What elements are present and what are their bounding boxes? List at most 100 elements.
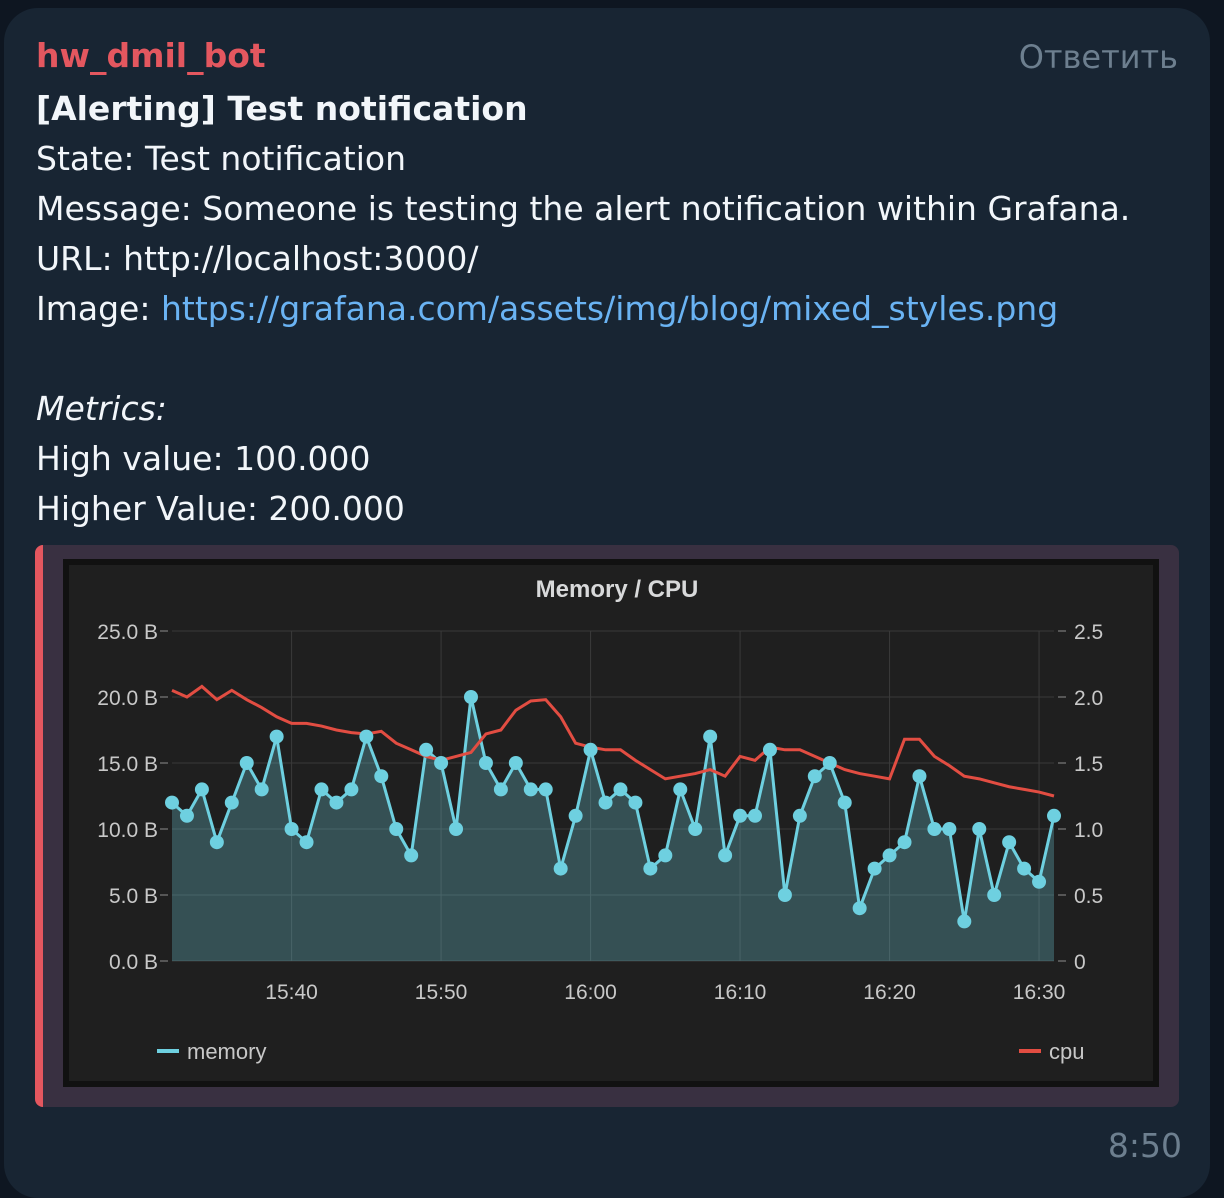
memory-point bbox=[598, 795, 613, 810]
memory-point bbox=[179, 808, 194, 823]
memory-point bbox=[882, 848, 897, 863]
memory-point bbox=[254, 782, 269, 797]
memory-point bbox=[284, 822, 299, 836]
memory-point bbox=[194, 782, 209, 797]
memory-point bbox=[463, 690, 478, 704]
y-right-tick-label: 1.0 bbox=[1074, 819, 1103, 842]
y-right-tick-label: 2.0 bbox=[1074, 687, 1103, 710]
x-tick-label: 16:10 bbox=[714, 981, 767, 1004]
memory-point bbox=[777, 888, 792, 902]
memory-point bbox=[493, 782, 508, 797]
memory-point bbox=[299, 835, 314, 850]
memory-point bbox=[957, 914, 972, 929]
memory-point bbox=[344, 782, 359, 797]
message-text: [Alerting] Test notification State: Test… bbox=[36, 84, 1186, 534]
memory-point bbox=[822, 756, 837, 770]
y-left-tick-label: 0.0 B bbox=[109, 951, 158, 974]
memory-point bbox=[224, 795, 239, 810]
y-right-tick-label: 0.5 bbox=[1074, 885, 1103, 908]
chart-panel: Memory / CPU 0.0 B 0 5.0 B 0.5 10.0 B 1.0 15.0 … bbox=[63, 559, 1159, 1087]
memory-point bbox=[912, 769, 927, 784]
memory-point bbox=[553, 861, 568, 876]
memory-point bbox=[807, 769, 822, 784]
legend-cpu-label: cpu bbox=[1049, 1039, 1084, 1064]
memory-point bbox=[374, 769, 389, 784]
memory-area bbox=[172, 697, 1054, 961]
memory-point bbox=[852, 901, 867, 916]
memory-point bbox=[1017, 861, 1032, 876]
memory-point bbox=[314, 782, 329, 797]
link-preview[interactable]: Memory / CPU 0.0 B 0 5.0 B 0.5 10.0 B 1.0 15.0 … bbox=[35, 545, 1179, 1107]
memory-point bbox=[239, 756, 254, 770]
chart-title: Memory / CPU bbox=[536, 576, 699, 603]
memory-point bbox=[643, 861, 658, 876]
x-tick-label: 15:40 bbox=[265, 981, 318, 1004]
memory-point bbox=[748, 808, 763, 823]
state-line: State: Test notification bbox=[36, 139, 407, 178]
legend-memory-label: memory bbox=[187, 1039, 266, 1064]
y-right-tick-label: 1.5 bbox=[1074, 753, 1103, 776]
memory-point bbox=[165, 795, 179, 810]
image-label: Image: bbox=[36, 289, 161, 328]
memory-point bbox=[449, 822, 464, 836]
memory-point bbox=[404, 848, 419, 863]
preview-accent-bar bbox=[35, 545, 43, 1107]
memory-point bbox=[359, 729, 374, 744]
memory-point bbox=[478, 756, 493, 770]
memory-point bbox=[658, 848, 673, 863]
y-left-tick-label: 5.0 B bbox=[109, 885, 158, 908]
memory-point bbox=[1047, 808, 1061, 823]
memory-point bbox=[718, 848, 733, 863]
memory-point bbox=[837, 795, 852, 810]
memory-point bbox=[628, 795, 643, 810]
memory-point bbox=[688, 822, 703, 836]
memory-point bbox=[972, 822, 987, 836]
memory-point bbox=[927, 822, 942, 836]
y-right-tick-label: 2.5 bbox=[1074, 621, 1103, 644]
memory-point bbox=[733, 808, 748, 823]
memory-point bbox=[987, 888, 1002, 902]
memory-point bbox=[209, 835, 224, 850]
cpu-series-line bbox=[171, 684, 1055, 798]
memory-point bbox=[703, 729, 718, 744]
x-tick-label: 15:50 bbox=[415, 981, 468, 1004]
memory-cpu-chart: Memory / CPU 0.0 B 0 5.0 B 0.5 10.0 B 1.0 15.0 … bbox=[97, 576, 1103, 1064]
high-value-line: High value: 100.000 bbox=[36, 439, 371, 478]
memory-point bbox=[1002, 835, 1017, 850]
memory-point bbox=[538, 782, 553, 797]
alert-title: [Alerting] Test notification bbox=[36, 89, 528, 128]
memory-point bbox=[942, 822, 957, 836]
url-line: URL: http://localhost:3000/ bbox=[36, 239, 479, 278]
y-left-tick-label: 15.0 B bbox=[97, 753, 158, 776]
y-left-tick-label: 10.0 B bbox=[97, 819, 158, 842]
y-left-tick-label: 25.0 B bbox=[97, 621, 158, 644]
image-link[interactable]: https://grafana.com/assets/img/blog/mixe… bbox=[160, 289, 1059, 328]
memory-point bbox=[508, 756, 523, 770]
memory-point bbox=[673, 782, 688, 797]
message-time: 8:50 bbox=[1107, 1126, 1182, 1165]
memory-point bbox=[897, 835, 912, 850]
memory-point bbox=[1032, 874, 1047, 889]
y-right-tick-label: 0 bbox=[1074, 951, 1086, 974]
chart-panel-inner: Memory / CPU 0.0 B 0 5.0 B 0.5 10.0 B 1.0 15.0 … bbox=[69, 565, 1153, 1081]
memory-point bbox=[269, 729, 284, 744]
x-tick-label: 16:20 bbox=[863, 981, 916, 1004]
image-line: Image: https://grafana.com/assets/img/bl… bbox=[36, 284, 1186, 334]
memory-point bbox=[434, 756, 449, 770]
memory-point bbox=[523, 782, 538, 797]
reply-button[interactable]: Ответить bbox=[1018, 38, 1178, 76]
memory-series-line bbox=[171, 696, 1056, 922]
memory-point bbox=[762, 742, 777, 757]
memory-point bbox=[867, 861, 882, 876]
sender-name[interactable]: hw_dmil_bot bbox=[36, 36, 266, 75]
memory-point bbox=[419, 742, 434, 757]
memory-point bbox=[613, 782, 628, 797]
blank-line bbox=[36, 334, 1186, 384]
x-tick-label: 16:00 bbox=[564, 981, 617, 1004]
memory-point bbox=[583, 742, 598, 757]
metrics-heading: Metrics: bbox=[36, 389, 167, 428]
memory-point bbox=[389, 822, 404, 836]
memory-point bbox=[792, 808, 807, 823]
higher-value-line: Higher Value: 200.000 bbox=[36, 489, 405, 528]
x-tick-label: 16:30 bbox=[1013, 981, 1066, 1004]
